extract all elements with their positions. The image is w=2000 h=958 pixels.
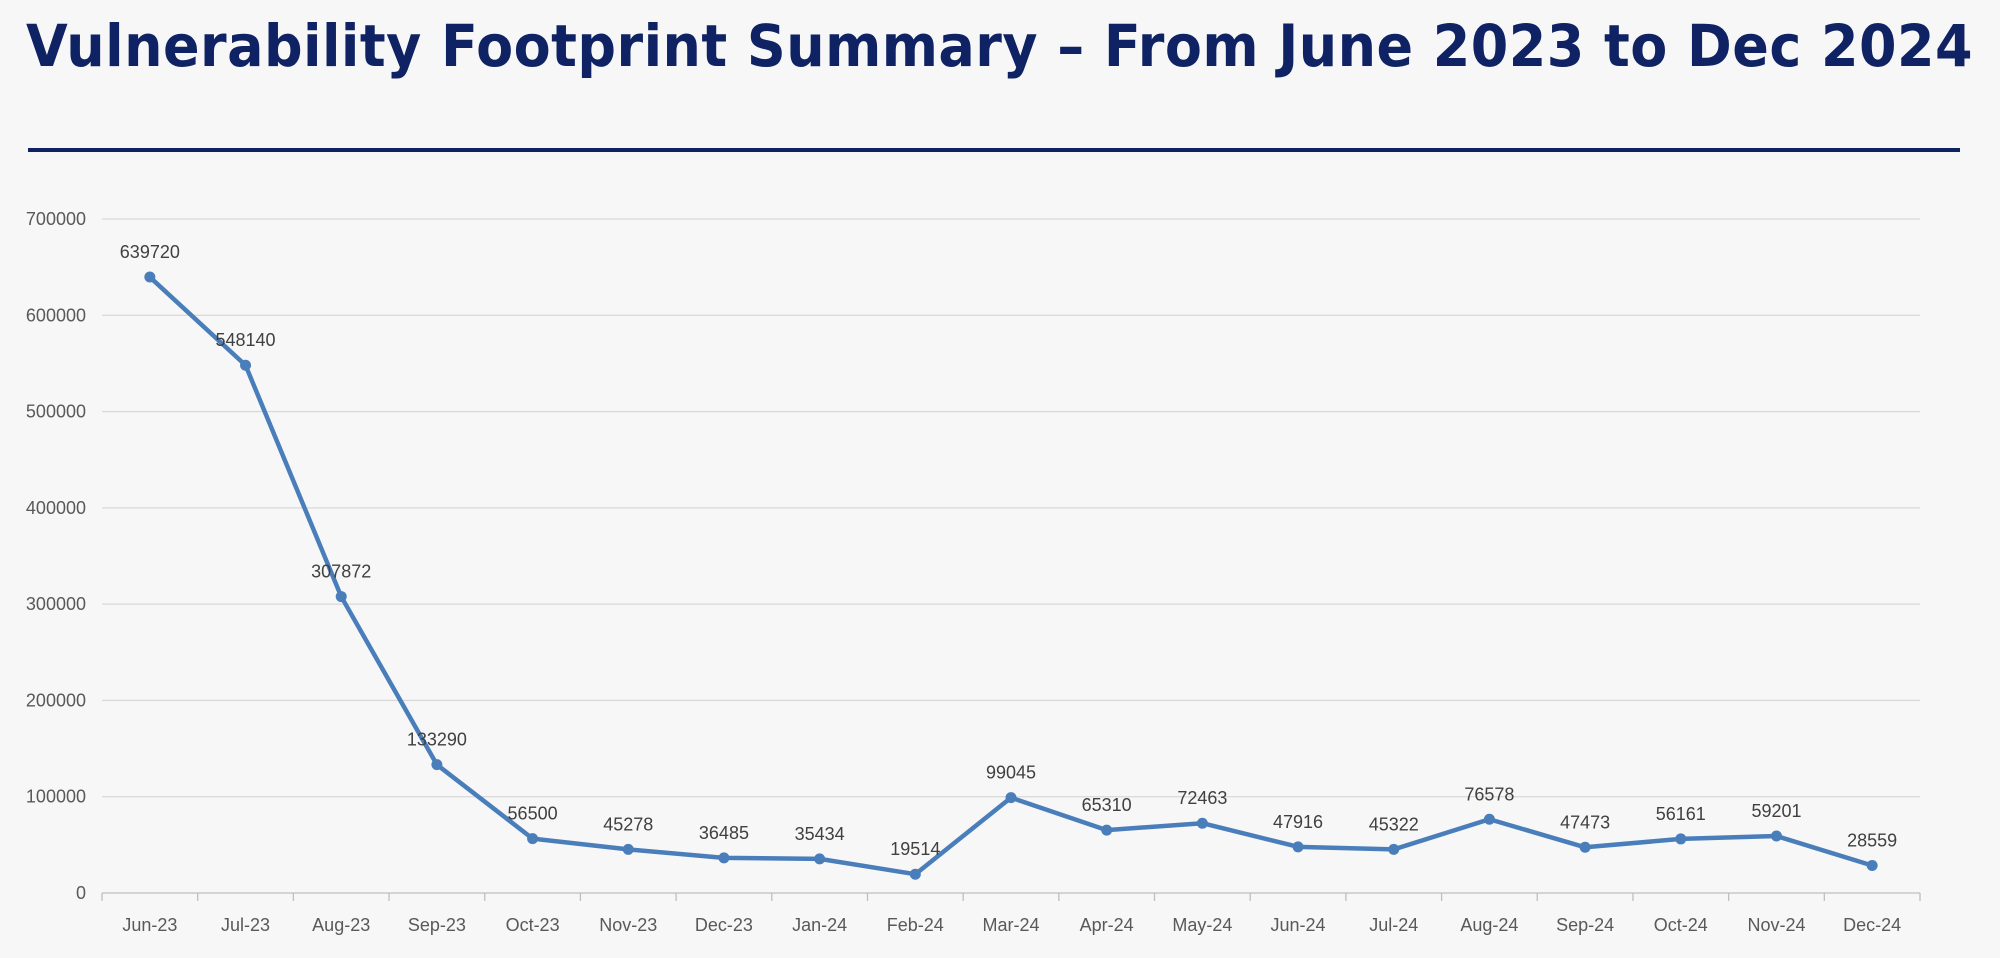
x-tick-label: Sep-23 bbox=[408, 915, 466, 935]
data-point bbox=[1005, 792, 1017, 804]
data-label: 72463 bbox=[1177, 788, 1227, 808]
data-point bbox=[144, 271, 156, 283]
data-label: 133290 bbox=[407, 730, 467, 750]
y-tick-label: 100000 bbox=[26, 787, 86, 807]
y-tick-label: 0 bbox=[76, 883, 86, 903]
data-point bbox=[1101, 824, 1113, 836]
data-point bbox=[1866, 860, 1878, 872]
data-label: 639720 bbox=[120, 242, 180, 262]
data-label: 47916 bbox=[1273, 812, 1323, 832]
x-tick-label: Nov-23 bbox=[599, 915, 657, 935]
y-tick-label: 200000 bbox=[26, 690, 86, 710]
x-tick-label: Sep-24 bbox=[1556, 915, 1614, 935]
x-tick-label: Jan-24 bbox=[792, 915, 847, 935]
y-tick-label: 600000 bbox=[26, 305, 86, 325]
x-tick-label: Jun-24 bbox=[1271, 915, 1326, 935]
x-tick-label: Aug-23 bbox=[312, 915, 370, 935]
data-label: 35434 bbox=[795, 824, 845, 844]
y-tick-label: 300000 bbox=[26, 594, 86, 614]
data-point bbox=[1483, 813, 1495, 825]
data-label: 45278 bbox=[603, 814, 653, 834]
title-divider bbox=[28, 148, 1960, 152]
data-label: 47473 bbox=[1560, 812, 1610, 832]
data-label: 56161 bbox=[1656, 804, 1706, 824]
data-point bbox=[431, 759, 443, 771]
y-tick-label: 500000 bbox=[26, 402, 86, 422]
data-point bbox=[1196, 817, 1208, 829]
data-label: 548140 bbox=[215, 330, 275, 350]
x-tick-label: Mar-24 bbox=[982, 915, 1039, 935]
data-label: 59201 bbox=[1751, 801, 1801, 821]
data-label: 45322 bbox=[1369, 814, 1419, 834]
x-tick-label: Jul-23 bbox=[221, 915, 270, 935]
x-tick-label: Nov-24 bbox=[1747, 915, 1805, 935]
x-tick-label: Apr-24 bbox=[1080, 915, 1134, 935]
x-tick-label: Dec-24 bbox=[1843, 915, 1901, 935]
data-point bbox=[335, 591, 347, 603]
data-point bbox=[718, 852, 730, 864]
x-tick-label: Dec-23 bbox=[695, 915, 753, 935]
x-tick-label: Oct-24 bbox=[1654, 915, 1708, 935]
data-point bbox=[1675, 833, 1687, 845]
data-label: 307872 bbox=[311, 562, 371, 582]
data-point bbox=[1579, 841, 1591, 853]
series-line bbox=[148, 275, 1873, 877]
data-label: 19514 bbox=[890, 839, 940, 859]
x-tick-label: Aug-24 bbox=[1460, 915, 1518, 935]
y-tick-label: 400000 bbox=[26, 498, 86, 518]
data-label: 56500 bbox=[508, 804, 558, 824]
data-point bbox=[622, 843, 634, 855]
data-label: 76578 bbox=[1464, 784, 1514, 804]
data-point bbox=[814, 853, 826, 865]
page-title: Vulnerability Footprint Summary – From J… bbox=[26, 12, 1974, 80]
x-tick-label: Oct-23 bbox=[506, 915, 560, 935]
x-tick-label: Feb-24 bbox=[887, 915, 944, 935]
data-point bbox=[527, 833, 539, 845]
x-tick-label: May-24 bbox=[1172, 915, 1232, 935]
data-label: 65310 bbox=[1082, 795, 1132, 815]
data-label: 99045 bbox=[986, 763, 1036, 783]
data-point bbox=[909, 868, 921, 880]
y-tick-label: 700000 bbox=[26, 209, 86, 229]
data-point bbox=[1292, 841, 1304, 853]
data-point bbox=[240, 359, 252, 371]
data-label: 28559 bbox=[1847, 831, 1897, 851]
x-tick-label: Jun-23 bbox=[122, 915, 177, 935]
x-tick-label: Jul-24 bbox=[1369, 915, 1418, 935]
data-point bbox=[1770, 830, 1782, 842]
data-point bbox=[1388, 843, 1400, 855]
data-label: 36485 bbox=[699, 823, 749, 843]
